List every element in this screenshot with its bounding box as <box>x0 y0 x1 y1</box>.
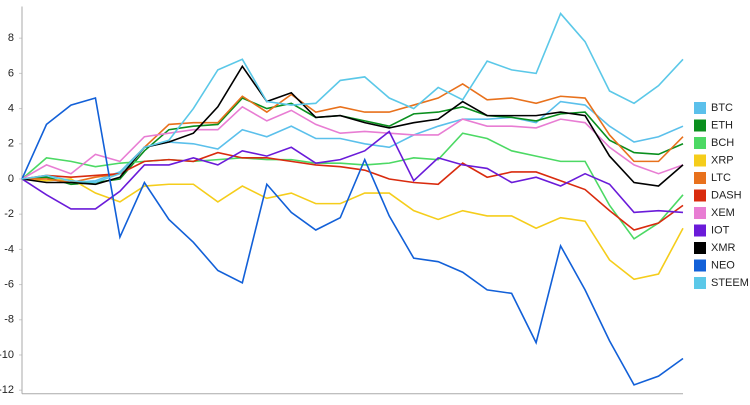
legend-label: XMR <box>711 242 736 254</box>
series-line <box>21 64 684 187</box>
legend-swatch <box>694 137 706 149</box>
legend-swatch <box>694 189 706 202</box>
legend-label: LTC <box>711 172 731 184</box>
y-tick-label: 4 <box>8 102 14 114</box>
legend-label: IOT <box>711 224 730 236</box>
legend-swatch <box>694 172 706 184</box>
y-tick-label: -12 <box>0 384 14 396</box>
y-tick-label: -2 <box>4 208 14 220</box>
y-tick-label: -8 <box>4 314 14 326</box>
series-line <box>21 130 684 214</box>
y-tick-label: -4 <box>4 243 14 255</box>
series-line <box>21 178 684 281</box>
y-tick-label: -6 <box>4 278 14 290</box>
legend-label: BTC <box>711 102 733 114</box>
legend-label: ETH <box>711 119 733 131</box>
legend-swatch <box>694 277 706 289</box>
legend-label: DASH <box>711 189 742 201</box>
y-tick-label: -10 <box>0 349 14 361</box>
series-line <box>21 151 684 231</box>
series-line <box>21 100 684 184</box>
series-line <box>21 12 684 184</box>
legend-swatch <box>694 224 706 237</box>
y-tick-label: 0 <box>8 173 14 185</box>
legend-label: XEM <box>711 207 735 219</box>
legend-swatch <box>694 207 706 219</box>
legend-label: STEEM <box>711 277 749 289</box>
legend-swatch <box>694 102 706 114</box>
y-tick-label: 2 <box>8 138 14 150</box>
legend-label: BCH <box>711 137 734 149</box>
legend-swatch <box>694 119 706 132</box>
series-line <box>21 97 684 386</box>
legend-swatch <box>694 259 706 272</box>
series-line <box>21 132 684 240</box>
series-line <box>21 97 684 186</box>
y-tick-label: 8 <box>8 32 14 44</box>
legend-swatch <box>694 154 706 167</box>
legend-label: NEO <box>711 259 735 271</box>
y-tick-label: 6 <box>8 67 14 79</box>
legend-label: XRP <box>711 154 734 166</box>
legend-swatch <box>694 242 706 254</box>
series-line <box>21 105 684 180</box>
